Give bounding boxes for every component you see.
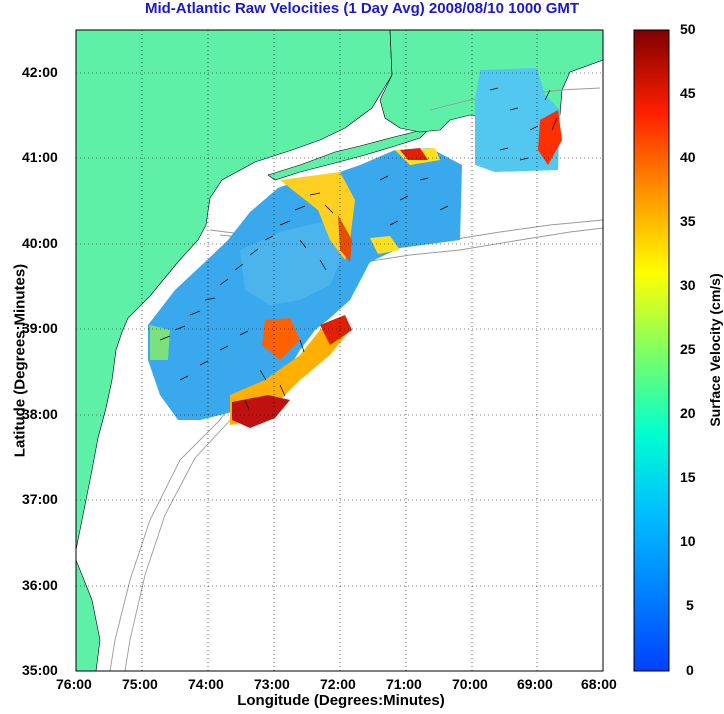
x-tick: 75:00 [122, 676, 158, 692]
x-axis-label: Longitude (Degrees:Minutes) [237, 692, 445, 709]
long-island-land [267, 127, 431, 181]
graticule [76, 30, 603, 671]
velocity-field [148, 68, 562, 428]
colorbar-tick: 0 [686, 662, 694, 678]
y-tick: 39:00 [22, 320, 58, 336]
y-tick: 42:00 [22, 64, 58, 80]
colorbar-tick: 35 [680, 213, 696, 229]
colorbar-tick: 15 [680, 469, 696, 485]
mainland-land [76, 30, 393, 551]
colorbar-tick: 25 [680, 341, 696, 357]
x-tick: 71:00 [386, 676, 422, 692]
y-tick: 37:00 [22, 491, 58, 507]
y-tick: 40:00 [22, 235, 58, 251]
y-tick: 41:00 [22, 149, 58, 165]
x-tick: 72:00 [320, 676, 356, 692]
y-tick: 36:00 [22, 577, 58, 593]
y-tick: 38:00 [22, 406, 58, 422]
y-axis-label: Latitude (Degrees:Minutes) [11, 263, 29, 458]
x-tick: 68:00 [581, 676, 617, 692]
x-tick: 69:00 [517, 676, 553, 692]
colorbar-tick: 20 [680, 405, 696, 421]
x-tick: 74:00 [188, 676, 224, 692]
colorbar-tick: 5 [686, 597, 694, 613]
colorbar-tick: 40 [680, 149, 696, 165]
outer-banks-land [76, 559, 101, 671]
colorbar-tick: 50 [680, 21, 696, 37]
x-tick: 76:00 [56, 676, 92, 692]
x-tick: 70:00 [452, 676, 488, 692]
x-tick: 73:00 [254, 676, 290, 692]
velocity-arrows [159, 87, 558, 411]
map-title: Mid-Atlantic Raw Velocities (1 Day Avg) … [144, 0, 580, 17]
colorbar-tick: 45 [680, 85, 696, 101]
y-tick: 35:00 [22, 662, 58, 678]
colorbar-tick: 10 [680, 533, 696, 549]
plot-frame [75, 29, 604, 672]
colorbar-tick: 30 [680, 277, 696, 293]
colorbar [633, 29, 670, 672]
colorbar-label: Surface Velocity (cm/s) [707, 273, 723, 427]
